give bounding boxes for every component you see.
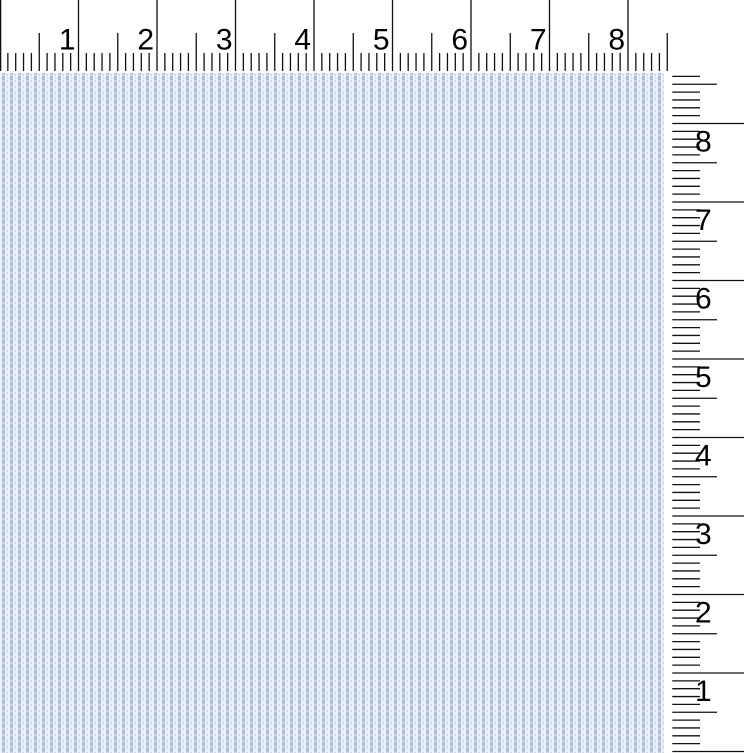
vertical-ruler (672, 75, 744, 753)
v-ruler-number-7: 7 (695, 204, 712, 237)
fabric-canvas[interactable] (0, 73, 664, 753)
v-ruler-number-4: 4 (695, 440, 712, 473)
h-ruler-number-5: 5 (373, 24, 390, 57)
v-ruler-number-8: 8 (695, 126, 712, 159)
v-ruler-number-3: 3 (695, 518, 712, 551)
h-ruler-number-8: 8 (608, 24, 625, 57)
h-ruler-number-4: 4 (294, 24, 311, 57)
v-ruler-number-1: 1 (695, 675, 712, 708)
h-ruler-number-1: 1 (59, 24, 76, 57)
horizontal-ruler (0, 0, 668, 71)
v-ruler-number-6: 6 (695, 283, 712, 316)
h-ruler-number-7: 7 (530, 24, 547, 57)
v-ruler-number-2: 2 (695, 597, 712, 630)
vertical-ruler-numbers: 8 7 6 5 4 3 2 1 (695, 126, 712, 709)
h-ruler-number-3: 3 (216, 24, 233, 57)
horizontal-ruler-numbers: 1 2 3 4 5 6 7 8 (59, 24, 625, 57)
fabric-area[interactable] (0, 73, 664, 753)
h-ruler-number-2: 2 (137, 24, 154, 57)
v-ruler-number-5: 5 (695, 361, 712, 394)
h-ruler-number-6: 6 (451, 24, 468, 57)
